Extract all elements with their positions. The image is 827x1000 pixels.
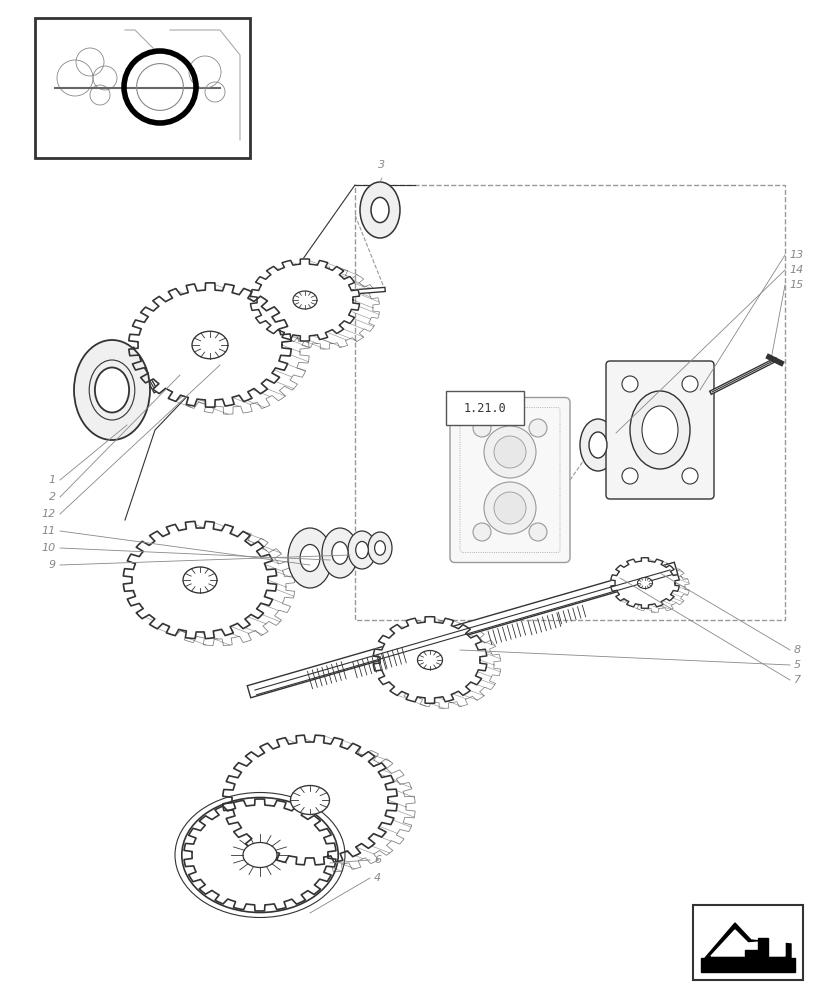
- Ellipse shape: [290, 785, 329, 814]
- Circle shape: [494, 492, 525, 524]
- Ellipse shape: [579, 419, 615, 471]
- FancyBboxPatch shape: [449, 397, 569, 562]
- Text: 7: 7: [793, 675, 801, 685]
- Text: 9: 9: [49, 560, 56, 570]
- Polygon shape: [700, 958, 794, 972]
- Polygon shape: [222, 735, 397, 865]
- Text: 1.21.0: 1.21.0: [463, 401, 506, 414]
- Circle shape: [472, 523, 490, 541]
- Circle shape: [621, 376, 638, 392]
- Circle shape: [621, 468, 638, 484]
- Ellipse shape: [293, 291, 317, 309]
- Circle shape: [681, 468, 697, 484]
- Circle shape: [528, 419, 547, 437]
- Ellipse shape: [242, 842, 277, 867]
- Ellipse shape: [370, 197, 389, 223]
- Circle shape: [472, 419, 490, 437]
- Text: 14: 14: [788, 265, 802, 275]
- Circle shape: [484, 426, 535, 478]
- Ellipse shape: [288, 528, 332, 588]
- Text: 6: 6: [374, 855, 380, 865]
- Polygon shape: [704, 923, 790, 958]
- Text: 4: 4: [374, 873, 380, 883]
- Text: 15: 15: [788, 280, 802, 290]
- FancyBboxPatch shape: [605, 361, 713, 499]
- Ellipse shape: [360, 182, 399, 238]
- Ellipse shape: [95, 367, 129, 412]
- Polygon shape: [610, 558, 678, 608]
- Text: 11: 11: [41, 526, 56, 536]
- Text: 2: 2: [49, 492, 56, 502]
- Ellipse shape: [183, 567, 217, 593]
- Text: 13: 13: [788, 250, 802, 260]
- Ellipse shape: [637, 578, 652, 588]
- Ellipse shape: [322, 528, 357, 578]
- Text: 12: 12: [41, 509, 56, 519]
- Polygon shape: [700, 913, 794, 972]
- Polygon shape: [123, 521, 276, 639]
- Ellipse shape: [192, 331, 227, 359]
- Ellipse shape: [356, 541, 368, 559]
- Ellipse shape: [367, 532, 391, 564]
- Ellipse shape: [588, 432, 606, 458]
- Polygon shape: [710, 930, 784, 956]
- Ellipse shape: [74, 340, 150, 440]
- Polygon shape: [251, 259, 359, 341]
- Bar: [446, 391, 523, 425]
- Circle shape: [484, 482, 535, 534]
- Bar: [692, 905, 802, 980]
- Ellipse shape: [374, 541, 385, 555]
- Text: 3: 3: [378, 160, 385, 170]
- Ellipse shape: [641, 406, 677, 454]
- Text: 8: 8: [793, 645, 801, 655]
- Text: 10: 10: [41, 543, 56, 553]
- Circle shape: [528, 523, 547, 541]
- Ellipse shape: [299, 544, 319, 572]
- Bar: [35, 18, 250, 158]
- Ellipse shape: [629, 391, 689, 469]
- Text: 5: 5: [793, 660, 801, 670]
- Polygon shape: [373, 617, 486, 703]
- Polygon shape: [184, 799, 336, 911]
- Circle shape: [494, 436, 525, 468]
- Text: 1: 1: [49, 475, 56, 485]
- Circle shape: [681, 376, 697, 392]
- Polygon shape: [129, 283, 291, 407]
- Ellipse shape: [347, 531, 375, 569]
- Ellipse shape: [417, 650, 442, 670]
- Ellipse shape: [332, 542, 347, 564]
- Polygon shape: [744, 938, 767, 956]
